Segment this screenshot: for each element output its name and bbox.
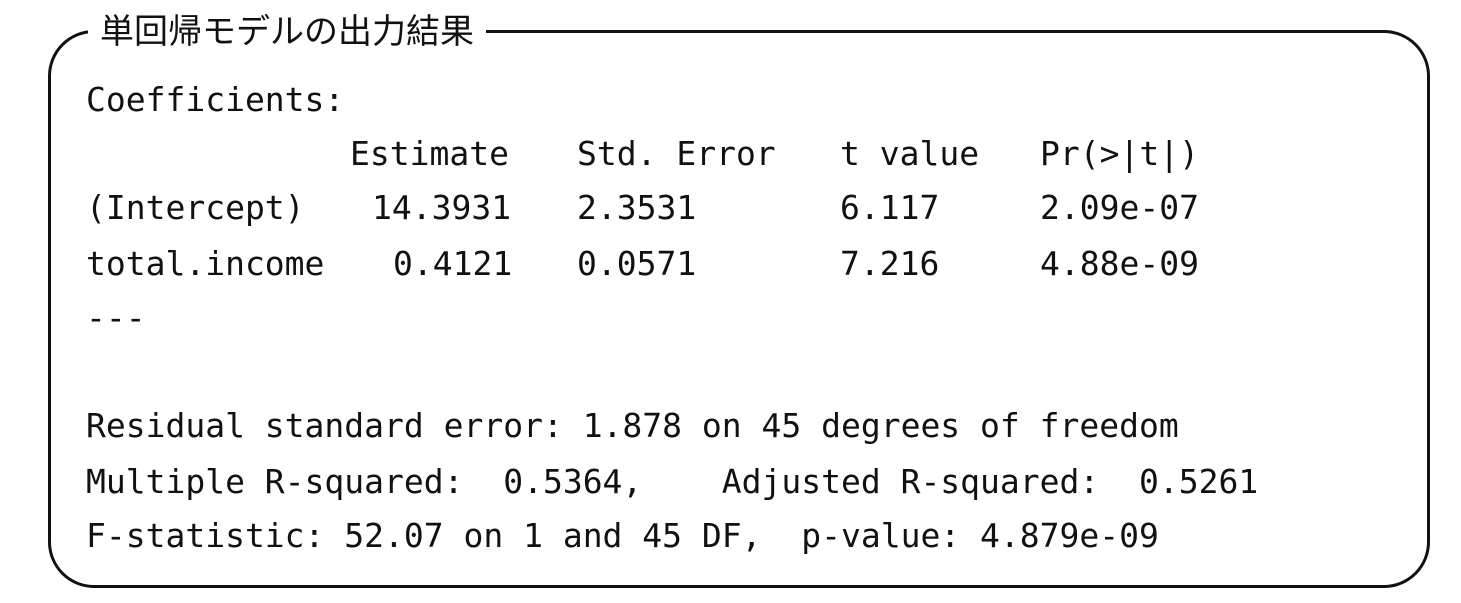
row-p-value: 4.88e-09: [1040, 244, 1199, 283]
header-p-value: Pr(>|t|): [1040, 134, 1199, 173]
rsquared-line: Multiple R-squared: 0.5364, Adjusted R-s…: [86, 462, 1259, 501]
row-t-value: 6.117: [840, 188, 940, 227]
row-std-error: 0.0571: [577, 244, 697, 283]
output-box: [48, 30, 1430, 588]
row-estimate: 0.4121: [393, 244, 513, 283]
header-std-error: Std. Error: [577, 134, 776, 173]
row-t-value: 7.216: [840, 244, 940, 283]
row-name: total.income: [86, 244, 325, 283]
header-estimate: Estimate: [350, 134, 509, 173]
row-std-error: 2.3531: [577, 188, 697, 227]
row-estimate: 14.3931: [372, 188, 512, 227]
fstat-line: F-statistic: 52.07 on 1 and 45 DF, p-val…: [86, 516, 1159, 555]
box-title: 単回帰モデルの出力結果: [88, 12, 486, 52]
coefficients-label: Coefficients:: [86, 80, 345, 119]
residual-line: Residual standard error: 1.878 on 45 deg…: [86, 406, 1179, 445]
row-name: (Intercept): [86, 188, 305, 227]
separator: ---: [86, 298, 146, 337]
row-p-value: 2.09e-07: [1040, 188, 1199, 227]
header-t-value: t value: [840, 134, 980, 173]
